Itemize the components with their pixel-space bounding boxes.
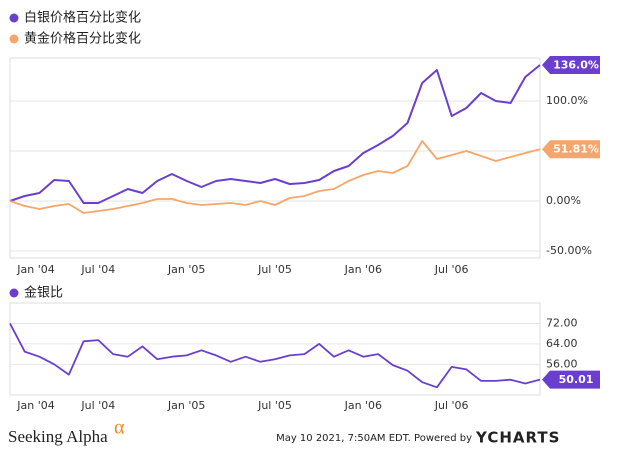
x-tick-label: Jul '05	[257, 399, 292, 412]
plot-area	[9, 57, 541, 259]
x-tick-label: Jul '06	[434, 263, 469, 276]
y-tick-label: 100.0%	[546, 94, 588, 107]
legend-label: 白银价格百分比变化	[24, 10, 141, 26]
x-tick-label: Jan '04	[16, 399, 54, 412]
y-tick-label: 72.00	[546, 316, 578, 329]
line-series	[9, 322, 541, 389]
y-tick-label: 0.00%	[546, 194, 581, 207]
brand-mark: α	[114, 417, 125, 439]
timestamp: May 10 2021, 7:50AM EDT. Powered by	[276, 433, 472, 444]
line-series	[9, 140, 541, 214]
legend-label: 金银比	[24, 285, 63, 301]
value-tag	[542, 56, 600, 74]
value-label: 51.81%	[553, 143, 599, 156]
x-tick-label: Jul '04	[80, 263, 115, 276]
legend-marker	[9, 34, 19, 44]
x-tick-label: Jan '04	[16, 263, 54, 276]
y-tick-label: -50.00%	[546, 244, 592, 257]
x-tick-label: Jul '05	[257, 263, 292, 276]
plot-area	[9, 302, 541, 396]
legend-marker	[9, 13, 19, 23]
x-tick-label: Jul '06	[434, 399, 469, 412]
x-tick-label: Jan '05	[167, 399, 205, 412]
y-tick-label: 64.00	[546, 337, 578, 350]
x-tick-label: Jul '04	[80, 399, 115, 412]
x-tick-label: Jan '06	[344, 263, 382, 276]
x-tick-label: Jan '06	[344, 399, 382, 412]
legend-label: 黄金价格百分比变化	[24, 31, 141, 47]
value-label: 50.01	[559, 373, 594, 386]
brand: Seeking Alpha	[8, 427, 108, 446]
value-tag	[542, 140, 600, 159]
line-series	[9, 64, 541, 204]
legend-marker	[9, 288, 19, 298]
source: YCHARTS	[475, 429, 560, 447]
x-tick-label: Jan '05	[167, 263, 205, 276]
y-tick-label: 56.00	[546, 357, 578, 370]
value-tag	[542, 370, 600, 389]
value-label: 136.0%	[553, 59, 599, 72]
